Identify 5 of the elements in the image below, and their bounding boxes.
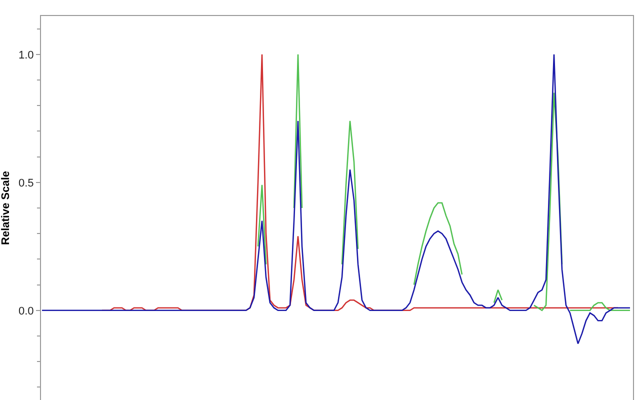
y-tick-label: 0.5 <box>18 177 34 190</box>
y-tick-label: 0.0 <box>18 305 34 318</box>
y-tick-label: 1.0 <box>18 49 34 62</box>
y-axis-title: Relative Scale <box>0 171 12 245</box>
line-series <box>41 54 631 344</box>
